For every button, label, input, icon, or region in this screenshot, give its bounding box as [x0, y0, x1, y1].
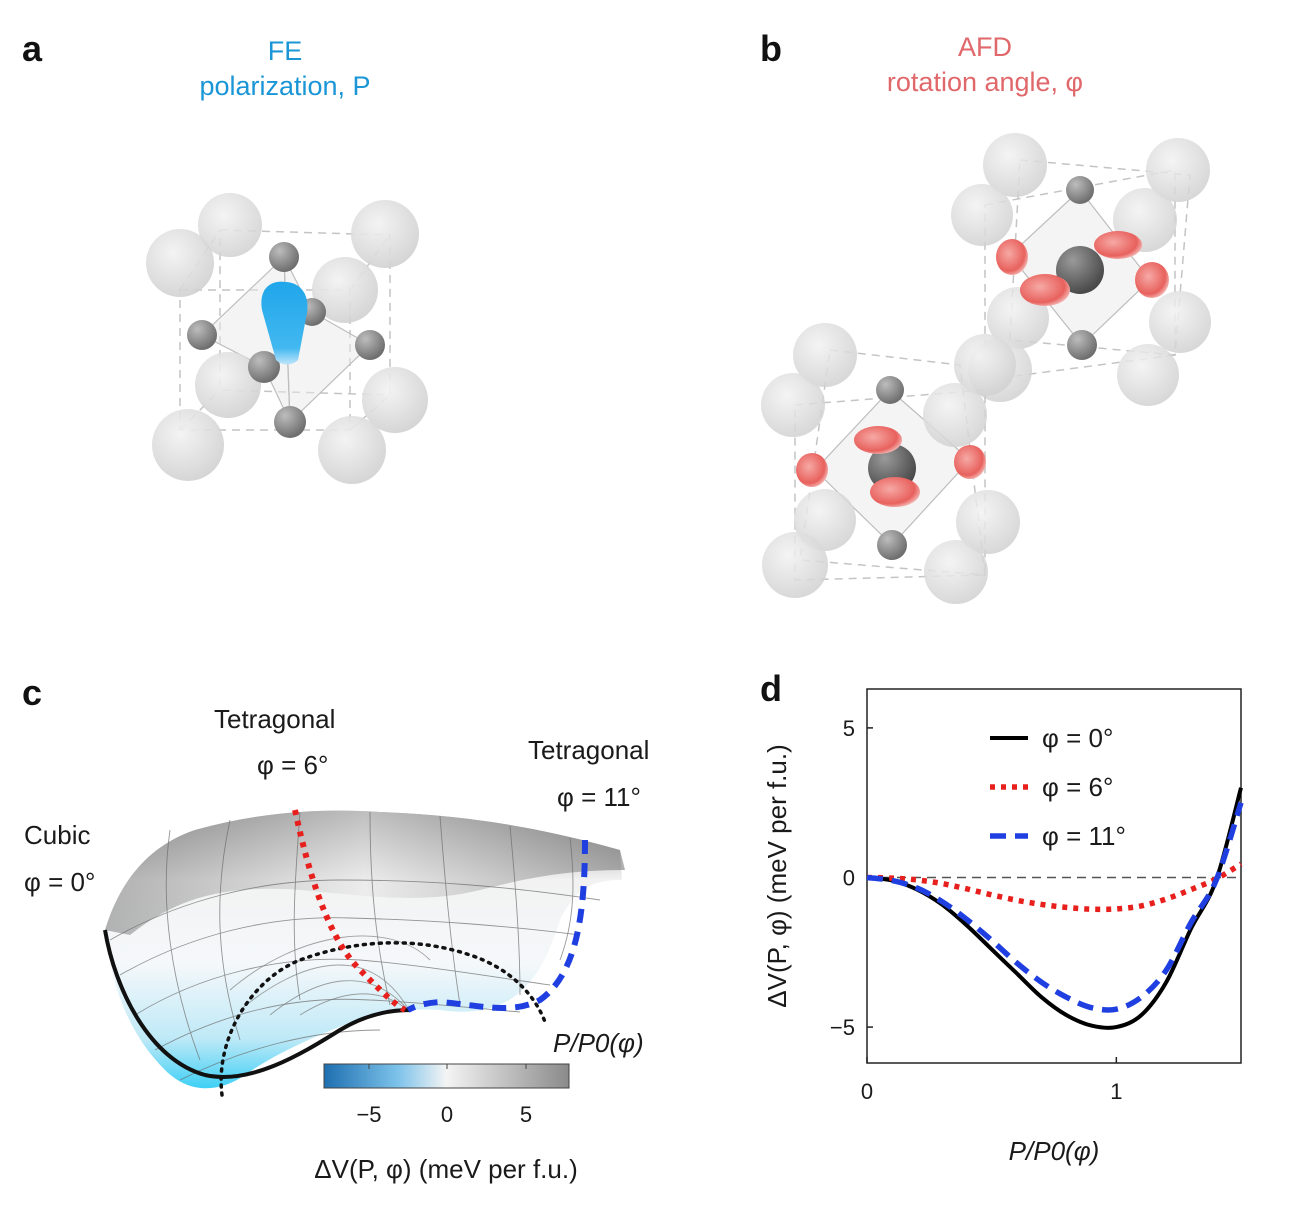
panel-b-caption: AFD rotation angle, φ: [850, 30, 1120, 100]
label-phi-0: φ = 0°: [24, 867, 96, 897]
colorbar-tick-0: 0: [441, 1102, 453, 1127]
colorbar: −5 0 5 ΔV(P, φ) (meV per f.u.): [314, 1063, 578, 1184]
panel-d-letter: d: [760, 668, 782, 709]
surface-path-phi0: [103, 929, 411, 1079]
label-tetragonal-11: Tetragonal: [528, 735, 650, 765]
panel-a-caption-line2: polarization, P: [199, 71, 371, 101]
chart-frame: [866, 688, 1242, 1064]
label-cubic: Cubic: [24, 820, 91, 850]
crystal-illustrations: [146, 133, 1211, 604]
panel-a-caption-line1: FE: [267, 36, 303, 66]
panel-c-letter: c: [22, 672, 43, 713]
panel-a-letter: a: [22, 28, 43, 69]
panel-b-caption-line2: rotation angle, φ: [886, 67, 1084, 97]
colorbar-tick-5: 5: [520, 1102, 532, 1127]
y-tick-label: 0: [843, 865, 855, 890]
surface-path-phi6: [292, 809, 407, 1013]
series-line-1: [866, 861, 1243, 913]
label-tetragonal-6: Tetragonal: [214, 704, 336, 734]
series-line-0: [866, 787, 1243, 1030]
colorbar-tick-neg5: −5: [356, 1102, 381, 1127]
label-phi-11: φ = 11°: [557, 782, 641, 812]
panel-a-caption: FE polarization, P: [150, 34, 420, 104]
legend-label-1: φ = 6°: [1042, 772, 1113, 802]
label-phi-6: φ = 6°: [257, 750, 329, 780]
x-tick-label: 1: [1110, 1079, 1122, 1104]
surface-path-dotted-black: [219, 941, 547, 1097]
panel-b-lower-cell: [761, 323, 1020, 604]
y-tick-label: 5: [843, 716, 855, 741]
y-axis-label: ΔV(P, φ) (meV per f.u.): [762, 744, 792, 1007]
y-tick-label: −5: [830, 1015, 855, 1040]
series-line-2: [866, 801, 1244, 1013]
label-axis-p: P/P0(φ): [553, 1028, 644, 1058]
surface-path-phi11: [406, 839, 588, 1013]
panel-a-perovskite-cell: [146, 193, 428, 484]
x-tick-label: 0: [861, 1079, 873, 1104]
x-axis-label: P/P0(φ): [1009, 1136, 1100, 1166]
colorbar-label: ΔV(P, φ) (meV per f.u.): [314, 1154, 577, 1184]
legend-label-0: φ = 0°: [1042, 723, 1113, 753]
legend-label-2: φ = 11°: [1042, 821, 1126, 851]
panel-b-caption-line1: AFD: [958, 32, 1012, 62]
fe-polarization-blob: [261, 281, 308, 365]
panel-b-letter: b: [760, 28, 782, 69]
